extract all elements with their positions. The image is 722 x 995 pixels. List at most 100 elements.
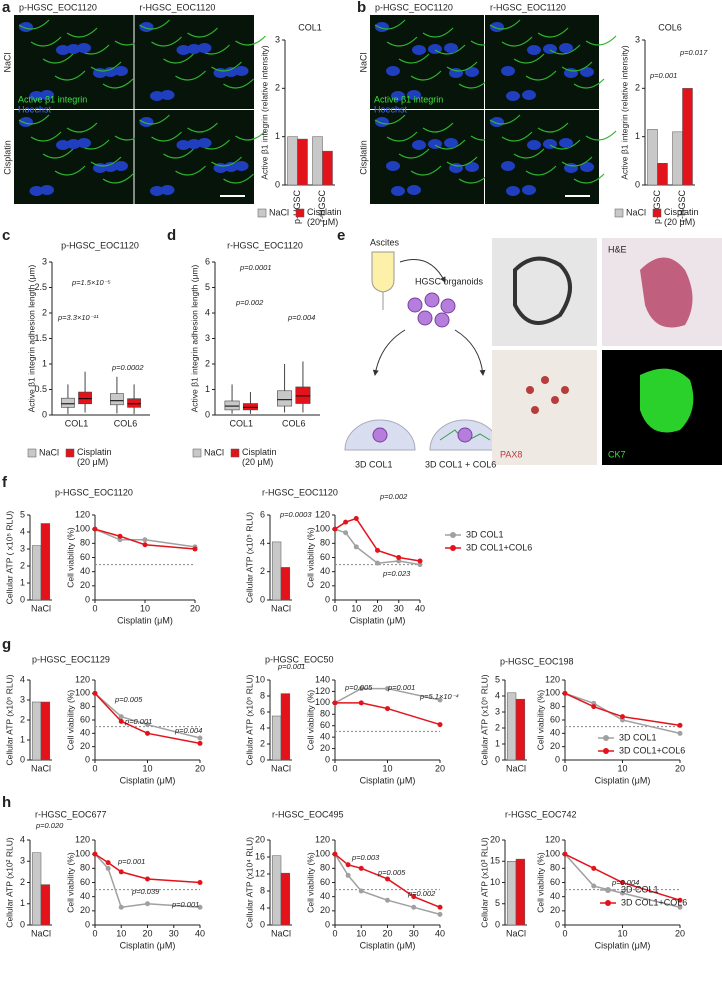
x-axis-label: Cisplatin (μM) — [360, 940, 416, 950]
fiber — [501, 131, 533, 142]
y-axis-label: Active β1 integrin adhesion length (μm) — [26, 264, 36, 412]
y-tick-label: 5 — [205, 282, 210, 292]
data-point — [437, 697, 443, 703]
y-tick-label: 4 — [495, 690, 500, 700]
series-line — [94, 692, 201, 745]
y-axis-label: Cell viability (%) — [65, 690, 75, 751]
data-point — [145, 730, 150, 736]
nucleus — [40, 185, 54, 195]
nucleus — [506, 91, 520, 101]
y-tick-label: 40 — [80, 566, 90, 576]
bar — [312, 136, 323, 186]
series-line — [334, 853, 441, 908]
box — [242, 403, 258, 411]
image-label: CK7 — [608, 449, 626, 459]
fiber — [434, 139, 466, 150]
nucleus — [234, 161, 249, 171]
y-tick-label: 0 — [495, 754, 500, 764]
y-tick-label: 100 — [545, 849, 560, 859]
y-tick-label: 4 — [20, 526, 25, 536]
fiber — [102, 78, 134, 89]
y-tick-label: 0 — [555, 919, 560, 929]
legend-label: Cisplatin (20 μM) — [242, 447, 277, 467]
fiber — [410, 70, 442, 81]
x-tick-label: NaCl — [31, 763, 51, 773]
x-tick-label: NaCl — [506, 928, 526, 938]
y-axis-label: Cell viability (%) — [65, 527, 75, 588]
schematic-label: 3D COL1 + COL6 — [425, 459, 496, 469]
y-axis-label: Cell viability (%) — [65, 852, 75, 913]
y-axis-label: Cell viability (%) — [305, 852, 315, 913]
x-tick-label: NaCl — [271, 763, 291, 773]
bar — [40, 701, 51, 761]
chart-title: r-HGSC_EOC677 — [35, 809, 107, 819]
x-tick-label: 0 — [332, 763, 337, 773]
x-tick-label: p-HGSC — [292, 190, 302, 225]
y-tick-label: 6 — [260, 509, 265, 519]
x-tick-label: 20 — [142, 928, 152, 938]
series-line — [335, 702, 441, 726]
y-tick-label: 6 — [205, 256, 210, 266]
nucleus — [66, 44, 81, 54]
stain-label: Hoechst — [374, 104, 408, 114]
fiber — [422, 27, 454, 38]
y-tick-label: 140 — [315, 674, 330, 684]
fiber — [139, 19, 170, 30]
x-tick-label: 40 — [435, 928, 445, 938]
fiber — [561, 156, 593, 167]
y-tick-label: 60 — [80, 877, 90, 887]
x-axis-label: Cisplatin (μM) — [117, 615, 173, 625]
data-point — [591, 883, 597, 889]
x-tick-label: 0 — [92, 603, 97, 613]
nucleus — [375, 22, 389, 32]
image-column-label: p-HGSC_EOC1120 — [375, 2, 453, 12]
chart-title: p-HGSC_EOC1120 — [61, 240, 139, 250]
legend-marker — [603, 748, 609, 754]
bar — [657, 163, 668, 186]
x-axis-label: Cisplatin (μM) — [120, 775, 176, 785]
bar — [40, 884, 51, 926]
x-axis-label: Cisplatin (μM) — [350, 615, 406, 625]
data-point — [677, 897, 683, 903]
bar — [287, 136, 298, 186]
y-tick-label: 2 — [205, 358, 210, 368]
y-tick-label: 80 — [80, 538, 90, 548]
y-tick-label: 2 — [20, 877, 25, 887]
fiber — [187, 122, 218, 133]
data-point — [118, 718, 124, 724]
y-tick-label: 3 — [42, 256, 47, 266]
y-tick-label: 2 — [20, 560, 25, 570]
x-axis-label: Cisplatin (μM) — [360, 775, 416, 785]
image-column-label: r-HGSC_EOC1120 — [140, 2, 216, 12]
y-axis-label: Cellular ATP ( x10⁵ RLU) — [4, 511, 14, 605]
data-point — [332, 700, 338, 706]
y-tick-label: 0 — [635, 179, 640, 189]
y-tick-label: 80 — [320, 863, 330, 873]
series-line — [94, 692, 201, 739]
chart-title: p-HGSC_EOC50 — [265, 654, 334, 664]
bar — [515, 698, 526, 761]
nucleus — [407, 185, 421, 195]
data-point — [375, 560, 380, 566]
y-tick-label: 1 — [42, 358, 47, 368]
x-tick-label: NaCl — [271, 928, 291, 938]
x-tick-label: COL1 — [229, 418, 253, 428]
y-tick-label: 20 — [550, 741, 560, 751]
p-value: p=0.002 — [379, 492, 408, 501]
data-point — [142, 537, 148, 543]
nucleus — [391, 186, 405, 196]
x-tick-label: 0 — [562, 928, 567, 938]
nucleus — [522, 90, 536, 100]
nucleus — [77, 138, 91, 148]
data-point — [358, 700, 364, 706]
x-tick-label: 10 — [142, 763, 152, 773]
data-point — [562, 690, 568, 696]
x-tick-label: 10 — [356, 928, 366, 938]
y-tick-label: 120 — [545, 834, 560, 844]
nucleus — [391, 91, 405, 101]
y-tick-label: 10 — [255, 674, 265, 684]
fiber — [549, 44, 581, 55]
bar — [672, 131, 683, 186]
fiber — [513, 53, 545, 64]
data-point — [591, 865, 597, 871]
